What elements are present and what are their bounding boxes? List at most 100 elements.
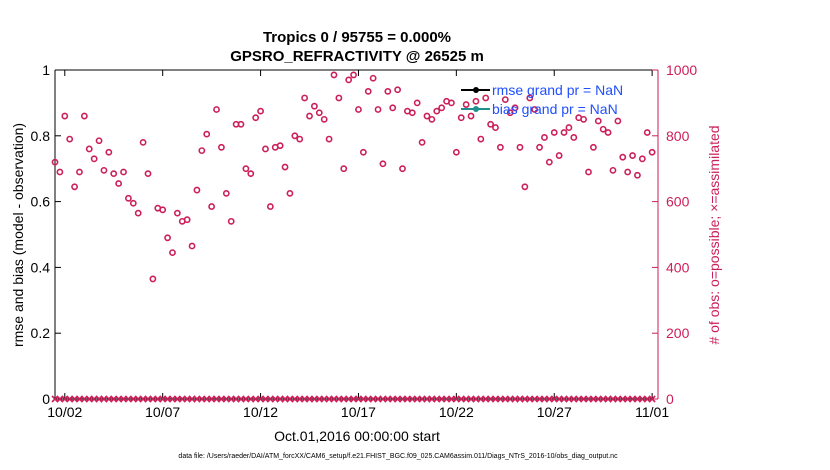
obs-possible-point	[541, 134, 548, 141]
footer-data-file: data file: /Users/raeder/DAI/ATM_forcXX/…	[178, 453, 618, 460]
obs-possible-point	[213, 106, 220, 113]
obs-possible-point	[311, 102, 318, 110]
obs-possible-point	[110, 170, 118, 178]
obs-possible-point	[545, 158, 553, 166]
obs-possible-point	[120, 168, 127, 176]
obs-possible-point	[173, 209, 181, 217]
obs-possible-point	[614, 117, 622, 125]
obs-possible-point	[594, 117, 602, 125]
obs-possible-point	[291, 132, 299, 140]
x-tick-label: 10/22	[439, 404, 474, 420]
obs-possible-point	[487, 120, 495, 128]
obs-possible-point	[237, 120, 245, 128]
x-tick-label: 10/07	[145, 404, 180, 420]
obs-possible-point	[482, 94, 490, 102]
obs-possible-point	[125, 194, 132, 202]
obs-possible-point	[648, 148, 656, 156]
obs-possible-point	[169, 249, 176, 256]
y-right-tick-label: 400	[666, 259, 690, 275]
obs-possible-point	[413, 99, 421, 107]
chart-title-line1: Tropics 0 / 95755 = 0.000%	[263, 29, 451, 46]
y-axis-left-label: rmse and bias (model - observation)	[10, 123, 26, 347]
obs-possible-point	[222, 189, 230, 197]
y-right-tick-label: 1000	[666, 62, 697, 78]
obs-possible-point	[492, 124, 499, 131]
obs-possible-point	[589, 143, 597, 151]
obs-possible-point	[227, 217, 235, 225]
obs-possible-point	[340, 165, 348, 173]
obs-possible-series	[51, 71, 656, 283]
obs-possible-point	[394, 86, 402, 94]
obs-possible-point	[560, 129, 568, 136]
obs-possible-point	[139, 138, 147, 146]
obs-possible-point	[203, 130, 211, 138]
obs-possible-point	[570, 134, 578, 141]
obs-possible-point	[247, 170, 255, 178]
obs-possible-point	[257, 107, 264, 115]
obs-possible-point	[183, 216, 191, 224]
obs-possible-point	[496, 143, 504, 151]
y-left-tick-label: 0.6	[31, 194, 51, 210]
obs-possible-point	[629, 152, 636, 159]
obs-possible-point	[51, 158, 59, 166]
obs-possible-point	[350, 71, 357, 79]
legend-bias-label: bias grand pr = NaN	[492, 101, 618, 117]
obs-possible-point	[359, 148, 367, 156]
obs-possible-point	[266, 203, 274, 210]
obs-assimilated-stroke-b	[648, 395, 656, 403]
obs-possible-point	[105, 148, 113, 156]
y-left-tick-label: 1	[42, 62, 50, 78]
obs-possible-point	[281, 163, 289, 171]
y-right-tick-label: 0	[666, 391, 674, 407]
obs-possible-point	[408, 109, 416, 117]
obs-possible-point	[159, 206, 167, 214]
y-axis-right: 0 200 400 600 800 1000	[652, 62, 697, 407]
obs-possible-point	[56, 168, 64, 176]
obs-possible-point	[399, 165, 406, 173]
obs-possible-point	[536, 143, 543, 151]
x-tick-label: 11/01	[635, 404, 669, 420]
y-right-tick-label: 200	[666, 325, 690, 341]
legend-bias-marker	[473, 106, 479, 112]
obs-possible-point	[262, 145, 269, 153]
obs-possible-point	[643, 129, 651, 136]
y-left-tick-label: 0.8	[31, 128, 51, 144]
x-tick-label: 10/12	[243, 404, 278, 420]
obs-possible-point	[95, 137, 103, 145]
obs-possible-point	[296, 135, 304, 143]
y-left-tick-label: 0.4	[31, 259, 51, 275]
obs-possible-point	[501, 96, 509, 104]
obs-possible-point	[550, 129, 558, 136]
legend-rmse-marker	[473, 87, 479, 93]
obs-possible-point	[555, 152, 563, 159]
obs-possible-point	[149, 275, 157, 283]
obs-possible-point	[580, 115, 588, 123]
obs-possible-point	[252, 114, 260, 122]
obs-possible-point	[638, 155, 646, 163]
legend: rmse grand pr = NaN bias grand pr = NaN	[461, 82, 623, 117]
obs-possible-point	[335, 94, 343, 102]
plot-frame	[54, 69, 659, 400]
obs-possible-point	[457, 114, 465, 122]
y-axis-right-label: # of obs: o=possible; ×=assimilated	[706, 125, 722, 344]
obs-possible-point	[164, 234, 171, 242]
obs-possible-point	[144, 170, 152, 178]
obs-possible-point	[374, 106, 382, 113]
obs-possible-point	[585, 168, 592, 176]
obs-possible-point	[619, 153, 627, 161]
obs-possible-point	[604, 129, 612, 136]
obs-possible-point	[276, 142, 284, 150]
obs-possible-point	[452, 148, 460, 156]
obs-possible-point	[433, 107, 441, 115]
obs-possible-point	[428, 115, 436, 123]
obs-possible-point	[467, 112, 475, 120]
x-tick-label: 10/02	[47, 404, 82, 420]
obs-possible-point	[320, 115, 328, 123]
obs-possible-point	[218, 143, 225, 151]
obs-possible-point	[90, 155, 98, 163]
obs-possible-point	[511, 104, 519, 112]
obs-possible-point	[565, 124, 573, 131]
y-right-tick-label: 800	[666, 128, 690, 144]
obs-possible-point	[355, 106, 362, 113]
